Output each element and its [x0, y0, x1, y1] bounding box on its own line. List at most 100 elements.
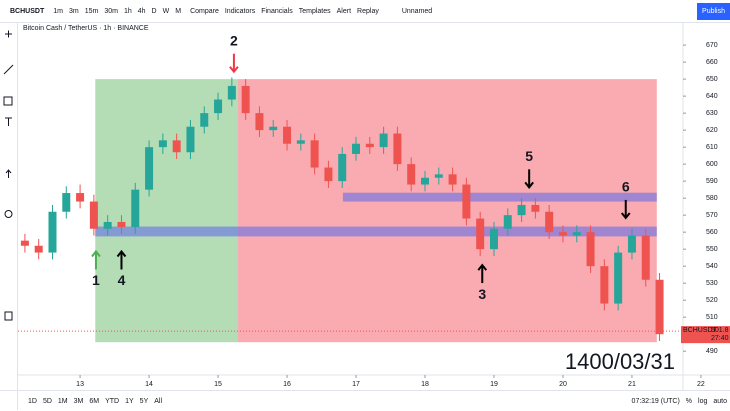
trendline-tool[interactable]: [3, 64, 14, 75]
candle-body: [627, 235, 636, 253]
candle-body: [145, 147, 154, 190]
y-tick-label: 640: [706, 93, 718, 100]
candle-body: [586, 232, 595, 267]
annotation-arrowhead: [620, 212, 631, 220]
range[interactable]: 1Y: [125, 397, 134, 405]
tool-icons: [3, 30, 14, 321]
clock: 07:32:19 (UTC): [631, 397, 680, 405]
y-tick-label: 580: [706, 195, 718, 202]
range[interactable]: 1D: [28, 397, 37, 405]
annotation-label: 6: [622, 179, 630, 195]
countdown: 27:40: [711, 335, 729, 342]
last-price-symbol: BCHUSDT: [683, 327, 718, 334]
range[interactable]: 1M: [57, 397, 68, 405]
candle-body: [131, 189, 140, 228]
candle-body: [283, 126, 292, 144]
candle-body: [517, 204, 526, 216]
candle-body: [117, 221, 126, 228]
annotation-arrowhead: [91, 249, 101, 258]
layout-name[interactable]: Unnamed: [401, 7, 433, 15]
candle-body: [393, 133, 402, 165]
x-tick-label: 21: [628, 381, 636, 388]
candle-body: [545, 211, 554, 233]
candle-body: [531, 204, 540, 212]
candle-body: [614, 252, 623, 304]
last-price-box: [681, 326, 730, 344]
interval[interactable]: 15m: [84, 7, 99, 15]
x-tick-label: 19: [490, 381, 498, 388]
candle-body: [655, 279, 664, 335]
candle-body: [186, 126, 195, 153]
y-tick-label: 570: [706, 212, 718, 219]
candle-body: [407, 164, 416, 185]
interval[interactable]: 1m: [53, 7, 63, 15]
crosshair-tool[interactable]: [5, 30, 12, 38]
range[interactable]: All: [154, 397, 163, 405]
alert[interactable]: Alert: [336, 7, 352, 15]
x-tick-label: 15: [214, 381, 222, 388]
percent-toggle[interactable]: %: [685, 397, 693, 405]
text-tool[interactable]: [5, 117, 12, 126]
templates[interactable]: Templates: [298, 7, 331, 15]
y-tick-label: 490: [706, 348, 718, 355]
publish[interactable]: Publish: [697, 2, 730, 20]
range[interactable]: YTD: [105, 397, 120, 405]
indicators[interactable]: Indicators: [224, 7, 256, 15]
y-tick-label: 620: [706, 127, 718, 134]
chart: Bitcoin Cash / TetherUS · 1h · BINANCE 4…: [18, 23, 730, 390]
y-tick-label: 600: [706, 161, 718, 168]
annotation-label: 2: [230, 32, 238, 48]
range[interactable]: 5Y: [139, 397, 149, 405]
candle-body: [338, 153, 347, 182]
candle-body: [365, 143, 374, 148]
interval[interactable]: 3m: [68, 7, 79, 15]
log-toggle[interactable]: log: [698, 397, 708, 405]
candle-body: [158, 140, 167, 148]
candle-body: [103, 221, 112, 229]
interval[interactable]: D: [151, 7, 157, 15]
candle-body: [241, 85, 250, 114]
zoom-tool[interactable]: [4, 210, 13, 218]
range[interactable]: 6M: [89, 397, 100, 405]
y-tick-label: 510: [706, 314, 718, 321]
left-toolbar: [0, 22, 18, 410]
candle-body: [324, 167, 333, 182]
y-tick-label: 590: [706, 178, 718, 185]
annotation-label: 1: [92, 272, 100, 288]
date-stamp: 1400/03/31: [565, 349, 675, 374]
x-tick-label: 16: [283, 381, 291, 388]
candle-body: [20, 240, 29, 246]
range[interactable]: 3M: [73, 397, 84, 405]
range[interactable]: 5D: [42, 397, 52, 405]
zone: [95, 226, 657, 237]
compare[interactable]: Compare: [190, 7, 219, 15]
candle-body: [421, 177, 430, 185]
arrow-tool[interactable]: [5, 169, 12, 178]
interval[interactable]: W: [162, 7, 170, 15]
x-tick-label: 13: [76, 381, 84, 388]
x-tick-label: 20: [559, 381, 567, 388]
chart-title: Bitcoin Cash / TetherUS · 1h · BINANCE: [23, 25, 149, 32]
annotation-label: 3: [478, 286, 486, 302]
auto-toggle[interactable]: auto: [713, 397, 727, 405]
y-tick-label: 530: [706, 280, 718, 287]
interval[interactable]: 1h: [123, 7, 132, 15]
interval[interactable]: M: [175, 7, 182, 15]
interval[interactable]: 4h: [137, 7, 146, 15]
candle-body: [89, 201, 98, 229]
symbol[interactable]: BCHUSDT: [10, 7, 45, 15]
delete-tool[interactable]: [4, 311, 13, 321]
y-tick-label: 550: [706, 246, 718, 253]
candle-body: [172, 140, 181, 153]
interval[interactable]: 30m: [104, 7, 118, 15]
candle-body: [269, 126, 278, 131]
y-tick-label: 660: [706, 59, 718, 66]
zone: [238, 79, 657, 343]
financials[interactable]: Financials: [261, 7, 293, 15]
intervals: 1m 3m 15m 30m 1h 4h D W M: [50, 8, 184, 15]
shape-tool[interactable]: [3, 96, 13, 106]
candle-body: [558, 232, 567, 236]
candle-body: [214, 99, 223, 114]
replay[interactable]: Replay: [357, 7, 379, 15]
